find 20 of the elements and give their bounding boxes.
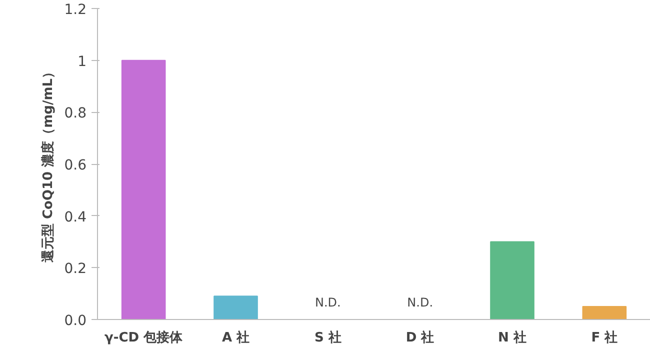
- x-tick-label: N 社: [498, 330, 526, 346]
- bar: [214, 296, 258, 320]
- y-tick-label: 0.4: [64, 209, 87, 226]
- y-tick-label: 1: [78, 54, 87, 70]
- bar: [490, 241, 534, 320]
- bar: [582, 306, 627, 320]
- bar: [121, 60, 166, 320]
- x-tick-label: F 社: [591, 330, 618, 346]
- y-tick-label: 1.2: [64, 2, 86, 18]
- x-tick-label: γ-CD 包接体: [104, 330, 184, 346]
- y-tick-label: 0.0: [64, 313, 86, 329]
- x-tick-label: S 社: [314, 330, 342, 346]
- y-axis-title: 還元型 CoQ10 濃度（mg/mL）: [40, 65, 56, 264]
- y-tick-label: 0.8: [64, 106, 86, 122]
- y-tick-label: 0.6: [64, 158, 87, 174]
- y-tick-label: 0.2: [64, 261, 86, 278]
- text: N.D.: [314, 296, 341, 310]
- x-tick-label: D 社: [406, 330, 434, 346]
- x-tick-label: A 社: [222, 330, 250, 346]
- text: N.D.: [407, 296, 434, 310]
